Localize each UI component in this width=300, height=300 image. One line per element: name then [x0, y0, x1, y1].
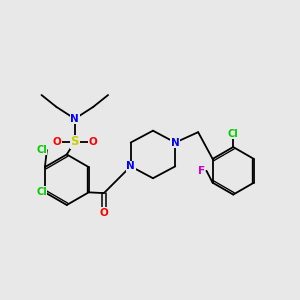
Text: O: O	[88, 137, 97, 147]
Text: S: S	[70, 135, 79, 148]
Text: Cl: Cl	[228, 129, 238, 139]
Text: Cl: Cl	[36, 187, 47, 196]
Text: Cl: Cl	[36, 145, 47, 155]
Text: O: O	[100, 208, 108, 218]
Text: N: N	[171, 138, 180, 148]
Text: O: O	[52, 137, 61, 147]
Text: N: N	[126, 161, 135, 171]
Text: F: F	[198, 166, 205, 176]
Text: N: N	[70, 114, 79, 124]
